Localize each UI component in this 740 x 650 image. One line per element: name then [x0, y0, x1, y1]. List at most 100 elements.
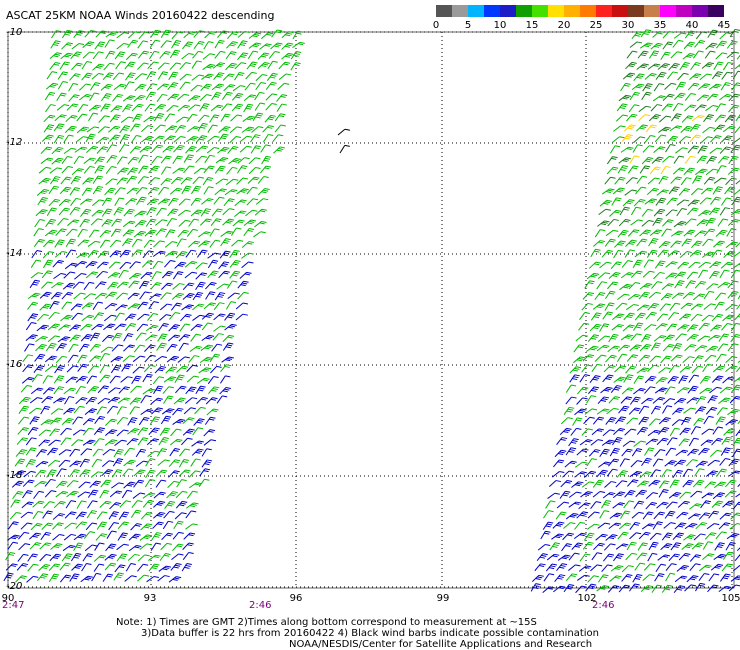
wind-barb	[726, 228, 737, 237]
wind-barb	[575, 585, 587, 594]
wind-barb	[123, 333, 134, 342]
wind-barb	[48, 573, 60, 583]
wind-barb	[118, 269, 129, 279]
wind-barb	[666, 437, 678, 446]
wind-barb	[337, 128, 351, 136]
wind-barb	[69, 469, 80, 478]
wind-barb	[231, 239, 244, 247]
lon-label-90: 90	[1, 593, 15, 604]
wind-barb	[104, 303, 118, 310]
wind-barb	[183, 154, 194, 163]
wind-barb	[652, 95, 666, 102]
wind-barb	[181, 304, 194, 311]
wind-barb	[93, 563, 105, 572]
wind-barb	[102, 448, 115, 456]
wind-barb	[532, 574, 544, 582]
wind-barb	[58, 449, 72, 456]
wind-barb	[5, 552, 16, 561]
wind-barb	[590, 501, 602, 510]
wind-barb	[163, 395, 174, 404]
wind-barb	[129, 261, 141, 269]
wind-barb	[41, 281, 53, 289]
wind-barb	[601, 564, 613, 573]
wind-barb	[720, 197, 732, 206]
wind-barb	[214, 50, 226, 59]
wind-barb	[702, 541, 713, 550]
wind-barb	[257, 176, 269, 184]
wind-barb	[107, 387, 121, 394]
wind-barb	[732, 564, 740, 572]
wind-barb	[712, 426, 724, 435]
wind-barb	[148, 554, 161, 561]
wind-barb	[90, 332, 101, 342]
wind-barb	[649, 229, 663, 236]
wind-barb	[589, 323, 602, 332]
wind-barb	[35, 344, 47, 352]
wind-barb	[664, 510, 676, 519]
wind-barb	[713, 553, 727, 561]
wind-barb	[618, 405, 630, 414]
wind-barb	[594, 292, 606, 301]
wind-barb	[192, 50, 204, 59]
wind-barb	[700, 439, 714, 446]
wind-barb	[571, 542, 583, 550]
wind-barb	[730, 322, 740, 332]
wind-barb	[612, 502, 625, 509]
wind-barb	[92, 448, 104, 457]
wind-barb	[161, 408, 175, 415]
wind-barb	[26, 575, 39, 583]
wind-barb	[148, 177, 160, 185]
wind-barb	[222, 73, 235, 81]
wind-barb	[75, 397, 88, 405]
wind-barb	[74, 260, 87, 268]
wind-barb	[159, 51, 171, 59]
wind-barb	[703, 290, 715, 300]
wind-barb	[101, 219, 113, 227]
wind-barb	[261, 155, 272, 165]
wind-barb	[105, 31, 119, 38]
wind-barb	[140, 523, 153, 531]
wind-barb	[699, 375, 711, 384]
wind-barb	[69, 334, 81, 343]
wind-barb	[629, 344, 642, 352]
wind-barb	[174, 512, 187, 520]
wind-barb	[71, 43, 85, 50]
wind-barb	[647, 303, 659, 311]
wind-barb	[69, 73, 81, 81]
wind-barb	[699, 564, 712, 572]
wind-barb	[601, 500, 612, 509]
wind-barb	[581, 364, 593, 373]
wind-barb	[71, 439, 84, 447]
wind-barb	[598, 461, 611, 468]
wind-barb	[682, 53, 695, 60]
wind-barb	[652, 217, 663, 227]
wind-barb	[569, 366, 582, 374]
wind-barb	[40, 146, 53, 155]
wind-barb	[199, 468, 211, 477]
wind-barb	[667, 71, 679, 80]
wind-barb	[58, 324, 71, 331]
wind-barb	[615, 302, 628, 311]
wind-barb	[628, 104, 640, 113]
wind-barb	[127, 417, 138, 426]
wind-barb	[589, 375, 601, 384]
wind-barb	[230, 227, 242, 236]
wind-barb	[694, 406, 707, 414]
wind-barb	[149, 293, 162, 300]
wind-barb	[715, 416, 726, 425]
wind-barb	[586, 395, 597, 404]
wind-barb	[689, 73, 702, 81]
wind-barb	[673, 155, 685, 164]
wind-barb	[81, 563, 92, 572]
wind-barb	[68, 343, 79, 353]
wind-barb	[660, 293, 673, 301]
wind-barb	[623, 374, 634, 383]
wind-barb	[92, 199, 105, 207]
wind-barb	[82, 427, 94, 436]
wind-barb	[51, 146, 64, 155]
wind-barb	[74, 146, 88, 153]
wind-barb	[122, 229, 135, 237]
wind-barb	[156, 448, 168, 457]
wind-barb	[220, 113, 231, 123]
